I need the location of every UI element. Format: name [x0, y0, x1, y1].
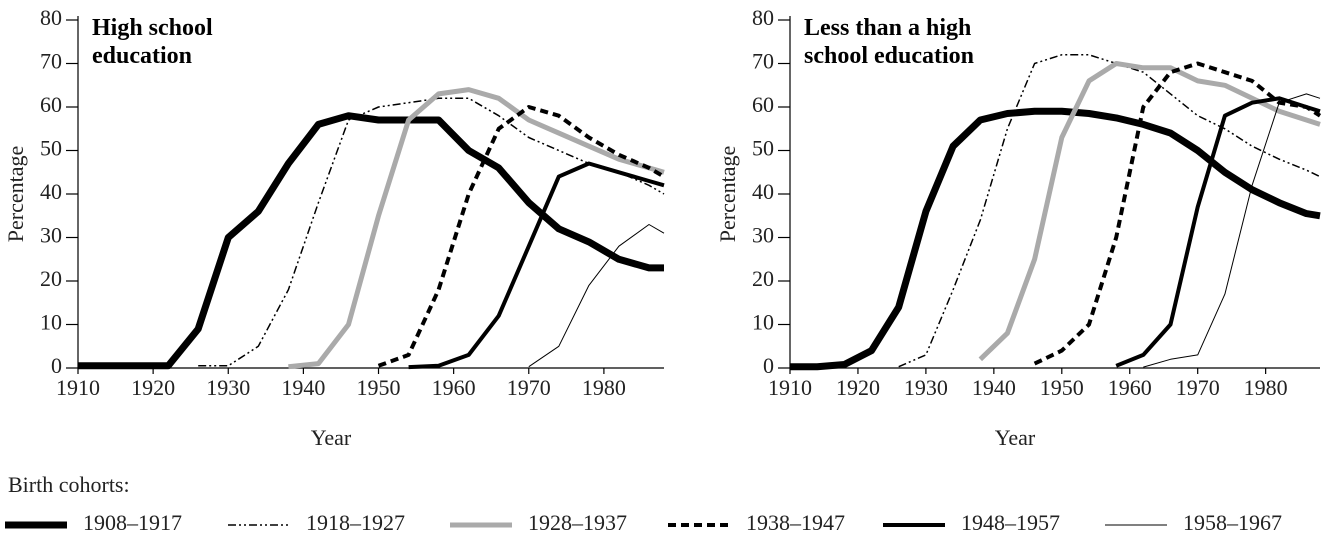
x-tick-label: 1970	[1176, 375, 1220, 400]
series-line	[288, 87, 665, 370]
legend-label: 1958–1967	[1183, 510, 1282, 535]
series-line	[1033, 61, 1322, 366]
y-axis-label: Percentage	[3, 146, 28, 243]
legend-label: 1938–1947	[746, 510, 845, 535]
y-tick-label: 10	[752, 310, 774, 335]
x-tick-label: 1910	[56, 375, 100, 400]
y-tick-label: 70	[40, 49, 62, 74]
x-tick-label: 1940	[972, 375, 1016, 400]
y-tick-label: 40	[40, 179, 62, 204]
x-tick-label: 1940	[281, 375, 325, 400]
x-tick-label: 1920	[836, 375, 880, 400]
legend-label: 1948–1957	[961, 510, 1060, 535]
series-line	[78, 112, 664, 370]
y-tick-label: 70	[752, 49, 774, 74]
y-tick-label: 50	[40, 136, 62, 161]
y-tick-label: 0	[51, 353, 62, 378]
x-tick-label: 1970	[507, 375, 551, 400]
legend-label: 1908–1917	[83, 510, 182, 535]
x-axis-label: Year	[995, 425, 1036, 450]
x-tick-label: 1960	[432, 375, 476, 400]
x-tick-label: 1950	[357, 375, 401, 400]
y-tick-label: 60	[752, 92, 774, 117]
legend-label: 1928–1937	[528, 510, 627, 535]
series-line	[1115, 96, 1321, 368]
y-tick-label: 20	[752, 266, 774, 291]
x-tick-label: 1910	[768, 375, 812, 400]
x-tick-label: 1950	[1040, 375, 1084, 400]
series-line	[1143, 93, 1321, 368]
y-tick-label: 40	[752, 179, 774, 204]
y-tick-label: 80	[40, 5, 62, 30]
series-line	[377, 105, 666, 368]
y-tick-label: 50	[752, 136, 774, 161]
y-tick-label: 20	[40, 266, 62, 291]
legend-label: 1918–1927	[306, 510, 405, 535]
panel-title: Less than a high school education	[804, 15, 975, 69]
x-tick-label: 1920	[131, 375, 175, 400]
x-tick-label: 1980	[1244, 375, 1288, 400]
legend-title: Birth cohorts:	[8, 472, 130, 497]
x-axis-label: Year	[311, 425, 352, 450]
x-tick-label: 1930	[206, 375, 250, 400]
series-line	[198, 97, 665, 367]
series-line	[528, 224, 665, 368]
y-axis-label: Percentage	[715, 146, 740, 243]
y-tick-label: 80	[752, 5, 774, 30]
x-tick-label: 1960	[1108, 375, 1152, 400]
y-tick-label: 60	[40, 92, 62, 117]
x-tick-label: 1930	[904, 375, 948, 400]
x-tick-label: 1980	[582, 375, 626, 400]
y-tick-label: 30	[752, 223, 774, 248]
panel-title: High school education	[92, 15, 213, 69]
series-line	[978, 61, 1321, 362]
series-line	[790, 107, 1321, 371]
y-tick-label: 0	[763, 353, 774, 378]
series-line	[408, 161, 665, 370]
y-tick-label: 10	[40, 310, 62, 335]
y-tick-label: 30	[40, 223, 62, 248]
